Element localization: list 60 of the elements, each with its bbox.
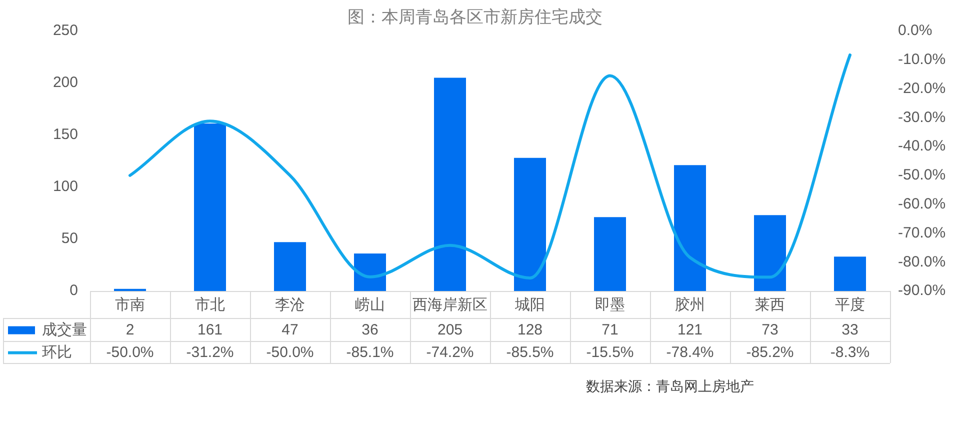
x-tick-label: 莱西: [755, 296, 785, 314]
y2-tick-label: -80.0%: [898, 253, 946, 270]
data-label: -85.2%: [746, 344, 794, 361]
data-label: 71: [602, 321, 618, 338]
y-tick-label: 150: [52, 126, 78, 144]
bar: [434, 78, 466, 291]
bar: [354, 254, 386, 291]
y2-tick-label: -20.0%: [898, 80, 946, 97]
data-label: 36: [362, 321, 378, 338]
data-label: 128: [517, 321, 543, 338]
line-series: [128, 53, 852, 280]
x-tick-label: 市北: [195, 296, 225, 314]
y-tick-label: 0: [70, 282, 78, 300]
y2-tick-label: -10.0%: [898, 51, 946, 68]
x-tick-label: 城阳: [514, 296, 545, 314]
data-label: -8.3%: [830, 344, 870, 361]
data-label: -85.1%: [346, 344, 394, 361]
data-label: -85.5%: [506, 344, 554, 361]
x-tick-label: 崂山: [355, 296, 385, 314]
chart-title: 图：本周青岛各区市新房住宅成交: [348, 8, 602, 27]
data-label: -78.4%: [666, 344, 714, 361]
bar: [834, 256, 866, 291]
y-tick-label: 50: [61, 230, 78, 248]
data-label: -50.0%: [266, 344, 314, 361]
bar: [194, 124, 226, 291]
legend-label: 环比: [42, 344, 72, 361]
x-tick-label: 即墨: [595, 296, 625, 314]
data-label: 73: [762, 321, 778, 338]
bar: [274, 242, 306, 291]
data-label: -31.2%: [186, 344, 234, 361]
data-label: 121: [677, 321, 703, 338]
bar: [674, 165, 706, 291]
x-tick-label: 市南: [115, 296, 145, 314]
y2-tick-label: -30.0%: [898, 108, 946, 126]
x-tick-label: 李沧: [275, 296, 305, 314]
x-tick-label: 西海岸新区: [412, 296, 488, 314]
bar: [754, 215, 786, 291]
data-label: -50.0%: [106, 344, 154, 361]
data-label: 2: [126, 321, 134, 338]
data-label: -15.5%: [586, 344, 634, 361]
bar: [594, 217, 626, 291]
legend-label: 成交量: [42, 321, 87, 338]
data-label: 33: [842, 321, 858, 338]
y2-tick-label: -90.0%: [898, 282, 946, 300]
bar: [514, 158, 546, 291]
x-tick-label: 胶州: [675, 296, 705, 314]
y2-tick-label: -60.0%: [898, 195, 946, 212]
data-label: 47: [282, 321, 298, 338]
y2-tick-label: -70.0%: [898, 224, 946, 242]
y-tick-label: 250: [52, 22, 78, 40]
data-label: 205: [437, 321, 463, 338]
y2-tick-label: 0.0%: [898, 22, 932, 40]
x-tick-label: 平度: [835, 296, 865, 314]
y2-tick-label: -40.0%: [898, 138, 946, 155]
data-label: 161: [197, 321, 223, 338]
data-label: -74.2%: [426, 344, 474, 361]
y-tick-label: 200: [52, 74, 78, 92]
source-note: 数据来源：青岛网上房地产: [586, 378, 754, 394]
y2-tick-label: -50.0%: [898, 166, 946, 184]
y-tick-label: 100: [52, 178, 78, 196]
